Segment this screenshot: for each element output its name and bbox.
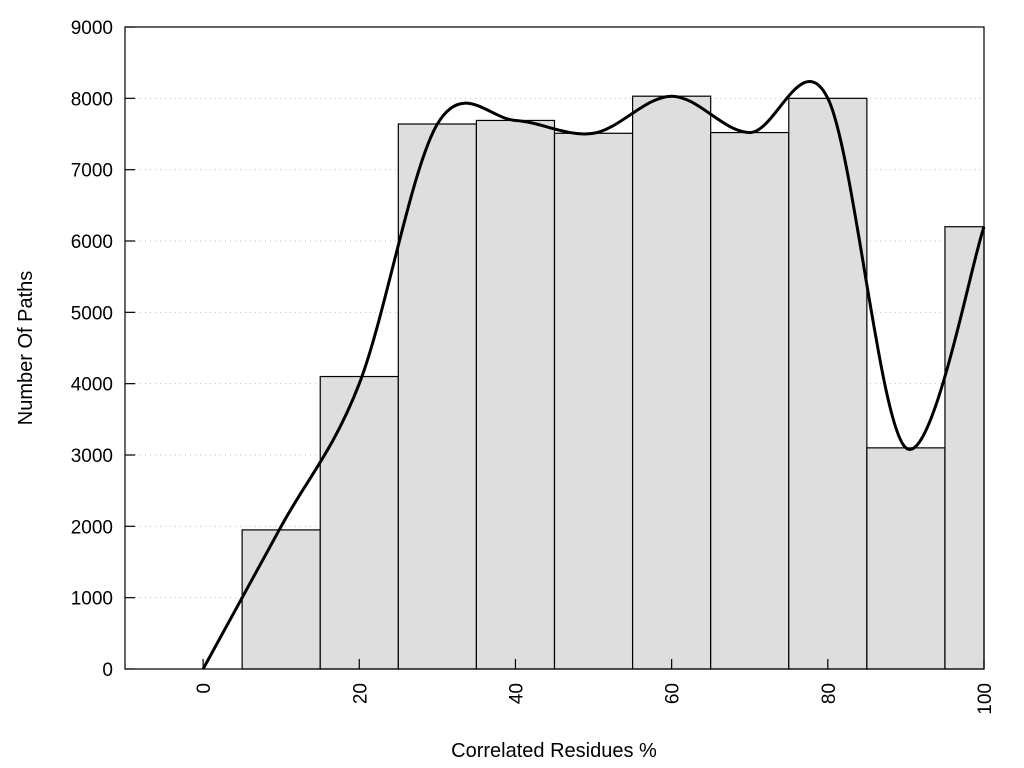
x-tick-label: 20	[350, 683, 371, 704]
x-tick-label: 80	[819, 683, 840, 704]
bar	[788, 97, 868, 670]
bar	[866, 447, 946, 670]
y-tick-label: 5000	[71, 303, 113, 324]
x-tick-label: 40	[506, 683, 527, 704]
bar	[241, 529, 321, 670]
y-tick-label: 8000	[71, 89, 113, 110]
y-axis-label: Number Of Paths	[15, 271, 37, 426]
bar	[710, 131, 790, 670]
bar	[475, 119, 556, 670]
y-axis-ticks: 0 1000 2000 3000 4000 5000 6000 7000 8000 9000	[71, 18, 135, 681]
y-tick-label: 3000	[71, 446, 113, 467]
y-tick-label: 1000	[71, 589, 113, 610]
bar	[319, 375, 399, 670]
y-tick-label: 6000	[71, 232, 113, 253]
bar	[944, 226, 985, 670]
x-axis-ticks: 0 20 40 60 80 100	[194, 659, 996, 715]
x-tick-label: 0	[194, 683, 215, 694]
y-tick-label: 9000	[71, 18, 113, 39]
x-tick-label: 60	[663, 683, 684, 704]
y-tick-label: 0	[102, 660, 113, 681]
x-axis-label: Correlated Residues %	[451, 740, 657, 762]
smooth-curve	[201, 80, 986, 670]
y-tick-label: 2000	[71, 517, 113, 538]
bar	[397, 123, 478, 670]
y-tick-label: 7000	[71, 161, 113, 182]
plot-frame	[124, 26, 985, 670]
y-tick-label: 4000	[71, 375, 113, 396]
bar	[631, 95, 712, 670]
bars	[241, 95, 985, 670]
x-tick-label: 100	[975, 683, 996, 715]
bar	[553, 132, 634, 670]
